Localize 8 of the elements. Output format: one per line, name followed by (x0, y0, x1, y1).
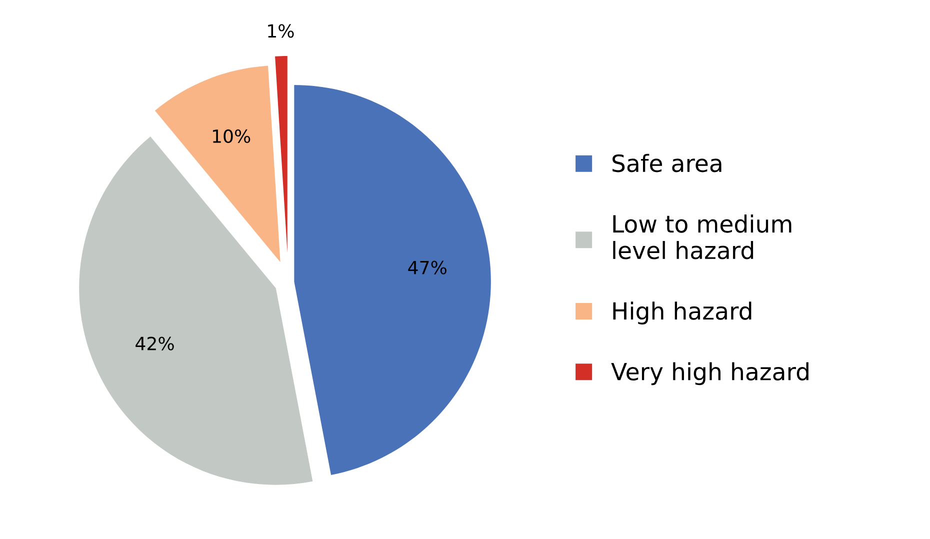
data-label: 42% (136, 336, 174, 350)
legend-label: Safe area (612, 154, 722, 172)
data-label: 47% (408, 260, 446, 274)
legend-label: Very high hazard (611, 362, 808, 386)
legend-label: High hazard (613, 302, 752, 324)
data-label: 1% (268, 24, 294, 38)
legend-label: Low to medium level hazard (613, 214, 792, 260)
data-label: 10% (213, 129, 250, 144)
